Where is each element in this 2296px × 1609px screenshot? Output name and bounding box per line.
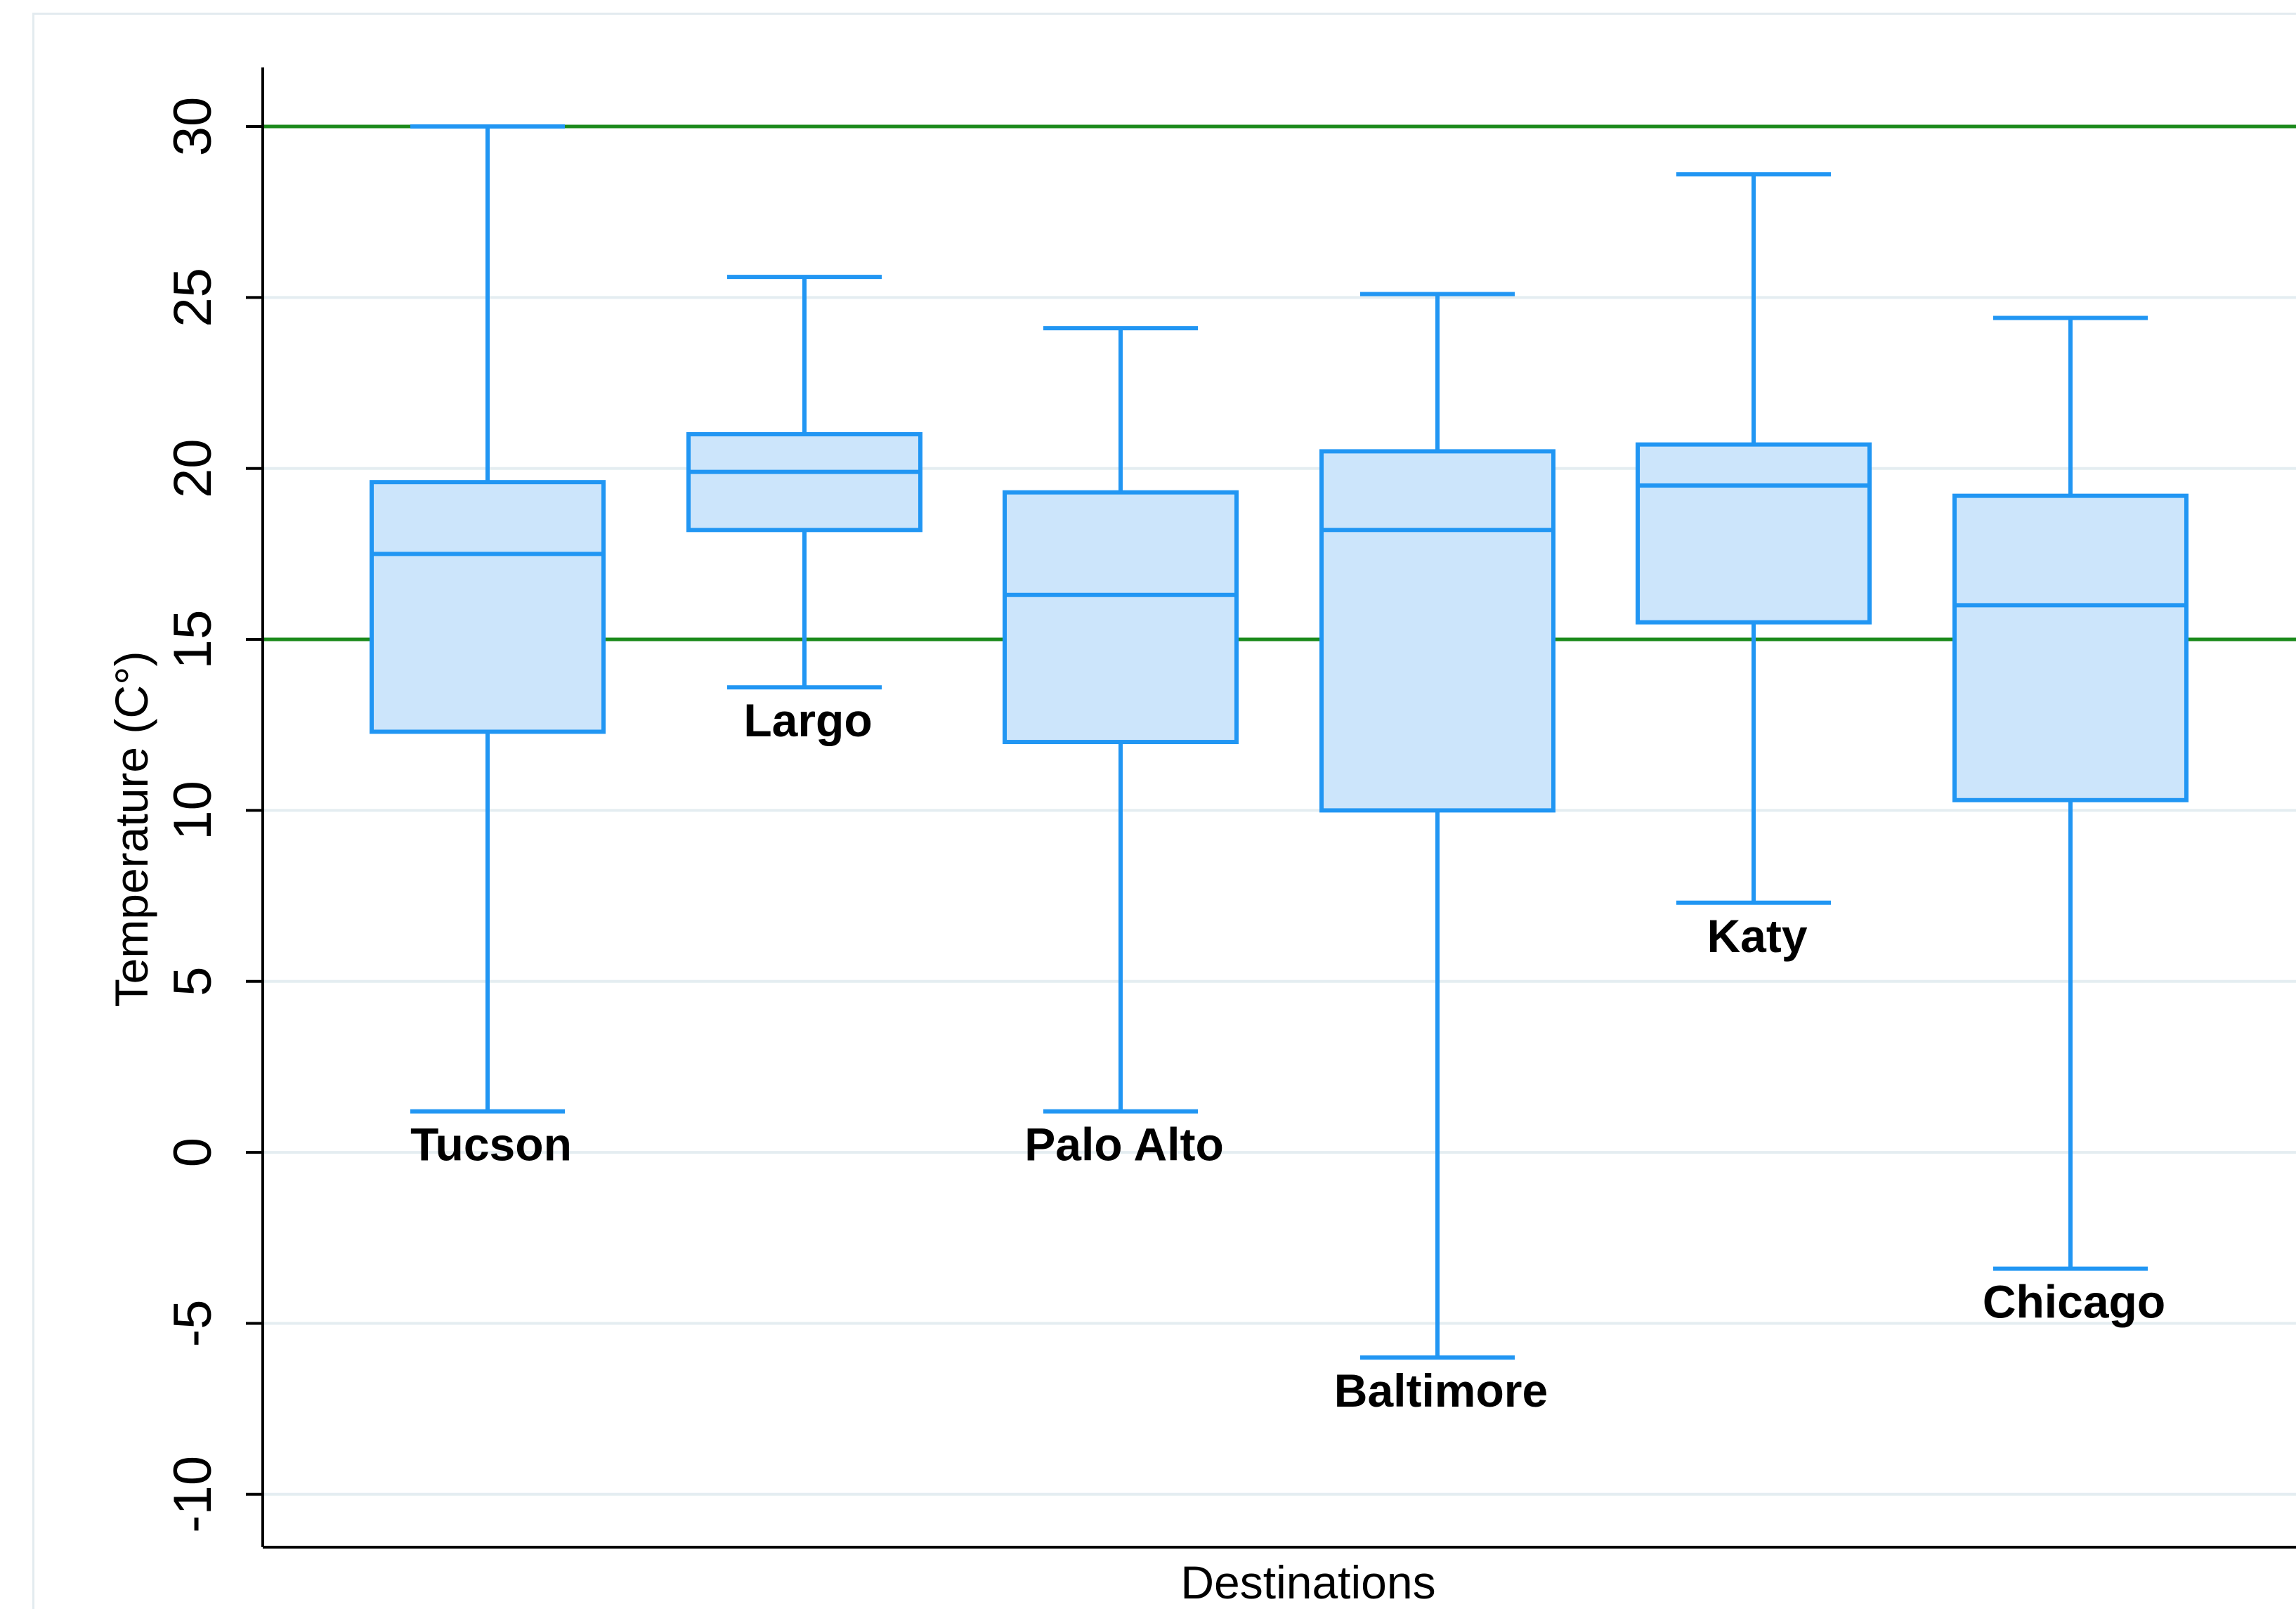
- box-labels: Tucson Largo Palo Alto Baltimore Katy Chicago: [410, 694, 2165, 1416]
- y-tick-label: -5: [163, 1300, 223, 1348]
- iqr-box: [1636, 442, 1872, 625]
- iqr-box: [1952, 493, 2189, 802]
- y-tick-label: 25: [163, 268, 223, 327]
- y-tick-label: -10: [163, 1456, 223, 1533]
- y-tick-label: 30: [163, 97, 223, 157]
- box-palo-alto: [1003, 326, 1239, 1114]
- iqr-box: [1003, 490, 1239, 745]
- chart-frame: [32, 13, 2296, 1609]
- y-axis-title: Temperature (C°): [105, 651, 157, 1008]
- iqr-box: [370, 480, 606, 734]
- box-label: Katy: [1707, 910, 1807, 962]
- axes: [261, 67, 2296, 1549]
- y-tick-label: 10: [163, 781, 223, 840]
- box-largo: [686, 275, 922, 690]
- box-chicago: [1952, 315, 2189, 1271]
- y-tick-label: 0: [163, 1138, 223, 1167]
- y-tick-label: 15: [163, 610, 223, 670]
- x-axis-title: Destinations: [1180, 1556, 1435, 1608]
- iqr-box: [1319, 449, 1555, 813]
- box-label: Palo Alto: [1024, 1119, 1224, 1171]
- boxes: [370, 124, 2189, 1360]
- iqr-box: [686, 432, 922, 533]
- box-label: Largo: [743, 694, 872, 746]
- box-katy: [1636, 172, 1872, 905]
- y-tick-label: 5: [163, 967, 223, 996]
- box-label: Tucson: [410, 1119, 572, 1171]
- box-baltimore: [1319, 292, 1555, 1360]
- box-label: Baltimore: [1334, 1364, 1548, 1416]
- box-tucson: [370, 124, 606, 1114]
- box-label: Chicago: [1983, 1276, 2165, 1328]
- y-tick-labels: 30 25 20 15 10 5 0 -5 -10: [163, 97, 263, 1533]
- y-tick-label: 20: [163, 438, 223, 498]
